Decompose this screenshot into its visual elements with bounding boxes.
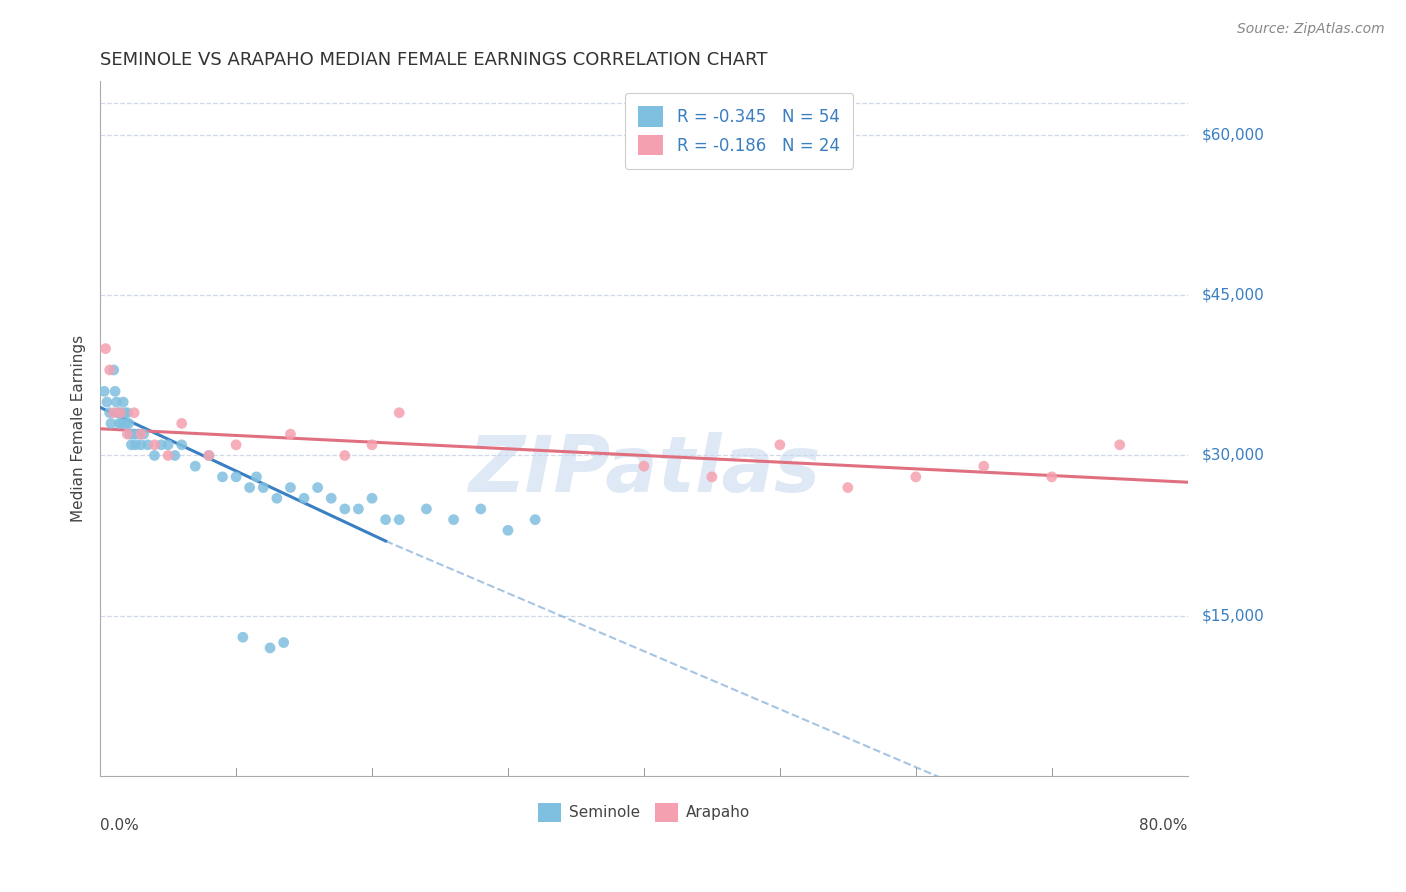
- Point: [496, 524, 519, 538]
- Point: [374, 513, 396, 527]
- Point: [633, 459, 655, 474]
- Text: ZIPatlas: ZIPatlas: [468, 433, 820, 508]
- Point: [105, 395, 128, 409]
- Point: [157, 438, 180, 452]
- Point: [110, 406, 132, 420]
- Text: 80.0%: 80.0%: [1139, 818, 1188, 833]
- Point: [120, 438, 142, 452]
- Point: [110, 406, 132, 420]
- Point: [100, 417, 122, 431]
- Point: [122, 427, 145, 442]
- Point: [1040, 470, 1063, 484]
- Point: [129, 427, 152, 442]
- Point: [103, 363, 125, 377]
- Point: [93, 384, 115, 399]
- Point: [524, 513, 547, 527]
- Point: [280, 481, 302, 495]
- Point: [170, 417, 193, 431]
- Point: [333, 449, 356, 463]
- Point: [347, 502, 370, 516]
- Point: [107, 406, 129, 420]
- Point: [904, 470, 927, 484]
- Text: Source: ZipAtlas.com: Source: ZipAtlas.com: [1237, 22, 1385, 37]
- Point: [143, 438, 166, 452]
- Point: [136, 438, 159, 452]
- Point: [98, 406, 121, 420]
- Point: [388, 513, 411, 527]
- Point: [108, 417, 131, 431]
- Point: [259, 640, 281, 655]
- Point: [157, 449, 180, 463]
- Point: [245, 470, 267, 484]
- Point: [273, 635, 295, 649]
- Point: [103, 406, 125, 420]
- Point: [769, 438, 792, 452]
- Point: [129, 438, 152, 452]
- Point: [470, 502, 492, 516]
- Text: 0.0%: 0.0%: [100, 818, 139, 833]
- Point: [225, 470, 247, 484]
- Point: [112, 395, 135, 409]
- Point: [122, 406, 145, 420]
- Point: [232, 630, 254, 644]
- Point: [127, 427, 149, 442]
- Y-axis label: Median Female Earnings: Median Female Earnings: [72, 335, 86, 523]
- Text: $30,000: $30,000: [1202, 448, 1264, 463]
- Point: [118, 417, 141, 431]
- Point: [1108, 438, 1130, 452]
- Point: [837, 481, 859, 495]
- Point: [361, 438, 384, 452]
- Point: [117, 406, 139, 420]
- Point: [239, 481, 262, 495]
- Point: [150, 438, 173, 452]
- Point: [252, 481, 274, 495]
- Point: [321, 491, 343, 506]
- Point: [198, 449, 221, 463]
- Text: $45,000: $45,000: [1202, 287, 1264, 302]
- Point: [225, 438, 247, 452]
- Point: [170, 438, 193, 452]
- Point: [700, 470, 723, 484]
- Point: [143, 449, 166, 463]
- Point: [98, 363, 121, 377]
- Point: [118, 427, 141, 442]
- Point: [211, 470, 233, 484]
- Point: [361, 491, 384, 506]
- Point: [132, 427, 155, 442]
- Point: [443, 513, 465, 527]
- Text: SEMINOLE VS ARAPAHO MEDIAN FEMALE EARNINGS CORRELATION CHART: SEMINOLE VS ARAPAHO MEDIAN FEMALE EARNIN…: [100, 51, 768, 69]
- Point: [266, 491, 288, 506]
- Point: [124, 438, 146, 452]
- Point: [333, 502, 356, 516]
- Point: [292, 491, 315, 506]
- Point: [307, 481, 329, 495]
- Point: [163, 449, 186, 463]
- Point: [114, 406, 136, 420]
- Text: $15,000: $15,000: [1202, 608, 1264, 624]
- Point: [115, 417, 138, 431]
- Legend: Seminole, Arapaho: Seminole, Arapaho: [531, 797, 756, 828]
- Point: [117, 427, 139, 442]
- Point: [973, 459, 995, 474]
- Point: [184, 459, 207, 474]
- Point: [415, 502, 437, 516]
- Point: [96, 395, 118, 409]
- Point: [111, 417, 134, 431]
- Point: [280, 427, 302, 442]
- Text: $60,000: $60,000: [1202, 128, 1264, 143]
- Point: [104, 384, 127, 399]
- Point: [388, 406, 411, 420]
- Point: [94, 342, 117, 356]
- Point: [198, 449, 221, 463]
